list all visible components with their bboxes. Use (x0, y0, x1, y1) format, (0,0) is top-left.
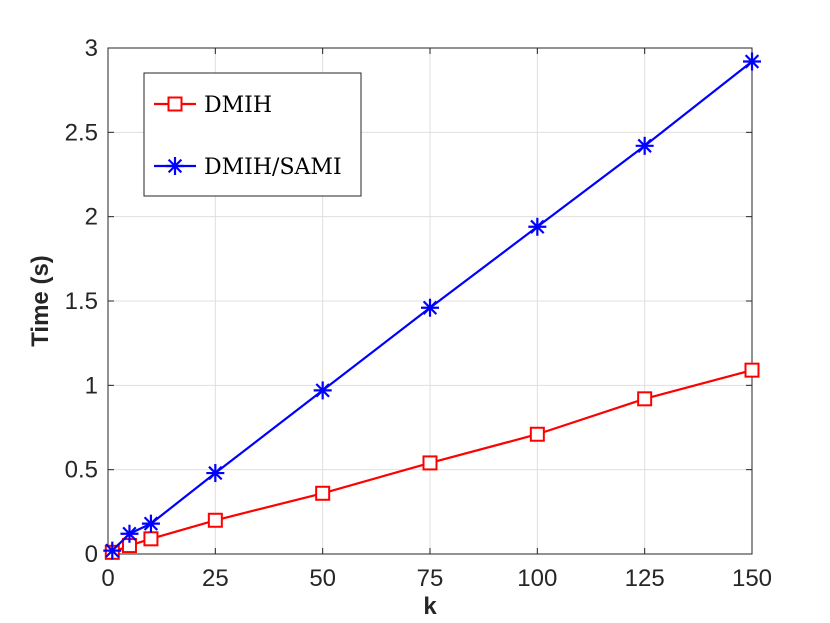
data-point-square-marker (167, 96, 183, 112)
y-axis-title: Time (s) (27, 255, 54, 347)
x-tick-label: 125 (625, 565, 665, 592)
asterisk-stroke (167, 158, 183, 174)
series-dmih (104, 362, 760, 560)
x-tick-label: 75 (417, 565, 444, 592)
data-point-asterisk-marker (166, 157, 184, 175)
data-point-asterisk-marker (313, 381, 332, 400)
asterisk-stroke (637, 138, 652, 153)
data-point-square-marker (143, 531, 159, 547)
asterisk-stroke (315, 383, 330, 398)
data-point-square-marker (637, 391, 653, 407)
legend-item: DMIH (154, 93, 272, 118)
asterisk-stroke (422, 300, 438, 315)
data-point-asterisk-marker (743, 52, 761, 71)
x-axis-title: k (423, 593, 437, 620)
y-tick-label: 1.5 (65, 288, 98, 315)
series-dmih-sami (103, 52, 761, 560)
legend-label: DMIH (204, 93, 272, 118)
y-tick-label: 2 (85, 204, 98, 231)
y-tick-label: 2.5 (65, 119, 98, 146)
data-point-asterisk-marker (120, 524, 139, 543)
y-tick-label: 0.5 (65, 457, 98, 484)
data-point-asterisk-marker (528, 217, 547, 236)
data-point-asterisk-marker (206, 464, 225, 483)
legend-item: DMIH/SAMI (154, 155, 342, 180)
x-tick-label: 100 (517, 565, 557, 592)
x-tick-label: 150 (732, 565, 772, 592)
data-point-asterisk-marker (635, 136, 654, 155)
data-point-square-marker (207, 512, 223, 528)
data-point-square-marker (744, 362, 760, 378)
asterisk-stroke (143, 516, 159, 531)
data-point-asterisk-marker (421, 298, 439, 317)
y-tick-label: 1 (85, 372, 98, 399)
data-point-square-marker (422, 455, 438, 471)
y-tick-label: 3 (85, 35, 98, 62)
asterisk-stroke (530, 219, 545, 234)
data-point-asterisk-marker (141, 514, 160, 533)
x-tick-label: 50 (309, 565, 336, 592)
data-point-square-marker (529, 426, 545, 442)
series-layer (103, 52, 761, 560)
legend-box (143, 72, 362, 197)
x-tick-label: 0 (101, 565, 114, 592)
asterisk-stroke (105, 543, 120, 558)
legend-label: DMIH/SAMI (204, 155, 342, 180)
asterisk-stroke (122, 526, 137, 541)
axis-ticks: 0 25 50 75 100 125 150 0 0.5 1 1.5 2 2.5 3 (65, 35, 772, 592)
y-tick-label: 0 (85, 541, 98, 568)
x-tick-label: 25 (202, 565, 229, 592)
asterisk-stroke (744, 54, 760, 69)
data-point-square-marker (315, 485, 331, 501)
legend: DMIH DMIH/SAMI (143, 72, 362, 197)
data-point-asterisk-marker (103, 541, 122, 560)
asterisk-stroke (208, 465, 223, 481)
